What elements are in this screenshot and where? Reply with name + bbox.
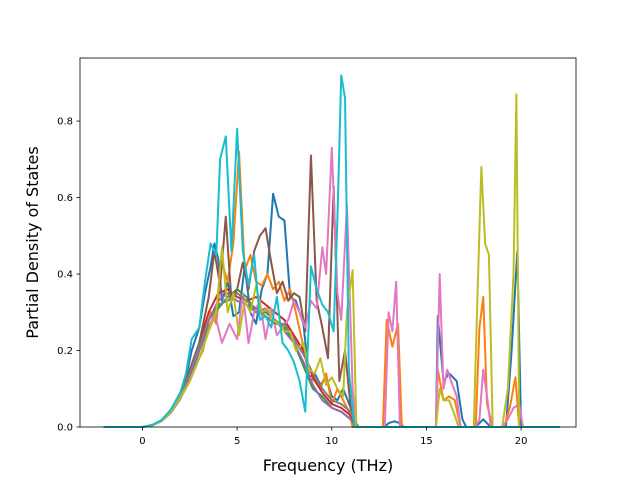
y-tick-label: 0.2: [57, 346, 73, 357]
x-tick-label: 10: [325, 436, 338, 447]
series-line-9: [103, 93, 560, 428]
y-tick-label: 0.6: [57, 193, 73, 204]
y-tick-label: 0.0: [57, 423, 73, 434]
series-line-7: [103, 146, 560, 428]
x-axis-ticks: 0 5 10 15 20: [139, 427, 527, 447]
x-tick-label: 20: [515, 436, 528, 447]
y-axis-label: Partial Density of States: [23, 146, 42, 338]
series-line-6: [103, 154, 560, 428]
x-tick-label: 0: [139, 436, 145, 447]
series-line-10: [103, 74, 560, 428]
x-tick-label: 5: [234, 436, 240, 447]
x-axis-label: Frequency (THz): [263, 456, 393, 475]
series-layer: [103, 74, 560, 428]
y-axis-ticks: 0.0 0.2 0.4 0.6 0.8: [57, 117, 80, 434]
y-tick-label: 0.8: [57, 117, 73, 128]
plot-frame: [79, 57, 577, 428]
y-tick-label: 0.4: [57, 270, 73, 281]
x-tick-label: 15: [420, 436, 433, 447]
